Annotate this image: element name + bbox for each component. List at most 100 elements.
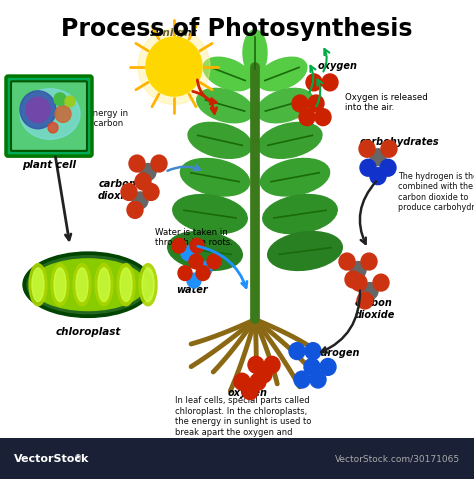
Ellipse shape (30, 259, 146, 310)
Circle shape (361, 253, 377, 270)
Text: VectorStock.com/30171065: VectorStock.com/30171065 (335, 454, 460, 463)
Ellipse shape (23, 252, 153, 318)
Circle shape (351, 274, 367, 291)
Circle shape (55, 105, 71, 123)
Ellipse shape (27, 256, 149, 314)
Circle shape (140, 163, 156, 181)
Circle shape (345, 271, 361, 288)
Text: carbon
dioxide: carbon dioxide (355, 298, 395, 320)
Circle shape (250, 373, 266, 390)
Ellipse shape (29, 263, 47, 306)
Circle shape (373, 274, 389, 291)
Circle shape (292, 95, 308, 112)
Circle shape (20, 91, 56, 129)
Circle shape (308, 95, 324, 112)
Text: The hydrogen is then
combined with the
carbon dioxide to
produce carbohydrates.: The hydrogen is then combined with the c… (398, 172, 474, 212)
Circle shape (135, 173, 151, 190)
Ellipse shape (257, 89, 313, 123)
Text: carbon
dioxide: carbon dioxide (98, 179, 138, 201)
Text: Leaves absorb the energy in
sunlight and take in carbon
dioxide from the air.: Leaves absorb the energy in sunlight and… (5, 109, 128, 138)
Ellipse shape (263, 194, 337, 234)
Circle shape (132, 192, 148, 209)
Circle shape (172, 239, 186, 253)
Ellipse shape (139, 263, 157, 306)
Ellipse shape (120, 268, 132, 302)
Circle shape (339, 253, 355, 270)
Circle shape (315, 109, 331, 125)
Circle shape (381, 140, 397, 157)
Circle shape (360, 160, 376, 176)
FancyBboxPatch shape (11, 81, 87, 151)
Circle shape (190, 239, 204, 253)
Circle shape (305, 342, 321, 360)
Ellipse shape (257, 57, 307, 91)
Text: water: water (176, 285, 208, 295)
Circle shape (320, 358, 336, 376)
Circle shape (299, 109, 315, 125)
Ellipse shape (260, 159, 329, 196)
Ellipse shape (268, 231, 342, 271)
Text: chloroplast: chloroplast (55, 327, 121, 337)
Circle shape (370, 168, 386, 184)
Text: VectorStock: VectorStock (14, 454, 90, 464)
Circle shape (138, 29, 210, 104)
Text: oxygen: oxygen (228, 388, 268, 398)
Circle shape (127, 202, 143, 218)
Circle shape (196, 266, 210, 281)
Ellipse shape (168, 231, 242, 271)
Circle shape (242, 383, 258, 399)
Circle shape (248, 356, 264, 373)
Circle shape (121, 183, 137, 200)
Ellipse shape (20, 89, 80, 139)
Text: Water is taken in
through the roots.: Water is taken in through the roots. (155, 228, 233, 247)
Circle shape (306, 74, 322, 91)
Circle shape (322, 74, 338, 91)
Circle shape (187, 273, 201, 288)
Ellipse shape (173, 194, 247, 234)
Circle shape (362, 283, 378, 299)
Circle shape (234, 373, 250, 390)
Ellipse shape (98, 268, 110, 302)
Circle shape (380, 160, 396, 176)
Ellipse shape (258, 122, 322, 159)
Circle shape (146, 37, 202, 96)
Circle shape (310, 371, 326, 388)
Ellipse shape (243, 30, 267, 76)
FancyBboxPatch shape (6, 76, 92, 156)
Ellipse shape (188, 122, 252, 159)
Circle shape (289, 342, 305, 360)
Text: Process of Photosynthesis: Process of Photosynthesis (61, 17, 413, 41)
Circle shape (350, 262, 366, 278)
Ellipse shape (73, 263, 91, 306)
Ellipse shape (95, 263, 113, 306)
Ellipse shape (51, 263, 69, 306)
Text: In leaf cells, special parts called
chloroplast. In the chloroplasts,
the energy: In leaf cells, special parts called chlo… (175, 397, 311, 447)
Ellipse shape (54, 268, 66, 302)
Circle shape (181, 246, 195, 261)
Circle shape (178, 266, 192, 281)
Ellipse shape (117, 263, 135, 306)
Text: carbohydrates: carbohydrates (360, 137, 439, 147)
Circle shape (198, 262, 212, 276)
Circle shape (304, 358, 320, 376)
Circle shape (256, 366, 272, 383)
Circle shape (143, 183, 159, 200)
Ellipse shape (181, 159, 250, 196)
Ellipse shape (32, 268, 44, 302)
FancyBboxPatch shape (0, 438, 474, 479)
Ellipse shape (76, 268, 88, 302)
Circle shape (264, 356, 280, 373)
Ellipse shape (197, 89, 253, 123)
Circle shape (48, 123, 58, 133)
Circle shape (357, 292, 373, 309)
Circle shape (129, 155, 145, 172)
Circle shape (207, 254, 221, 269)
Ellipse shape (142, 268, 154, 302)
Text: ®: ® (73, 454, 82, 463)
Circle shape (294, 371, 310, 388)
Text: hydrogen: hydrogen (308, 348, 361, 358)
Circle shape (54, 93, 66, 105)
Circle shape (359, 140, 375, 157)
Text: plant cell: plant cell (22, 160, 76, 171)
Text: Oxygen is released
into the air.: Oxygen is released into the air. (345, 93, 428, 113)
